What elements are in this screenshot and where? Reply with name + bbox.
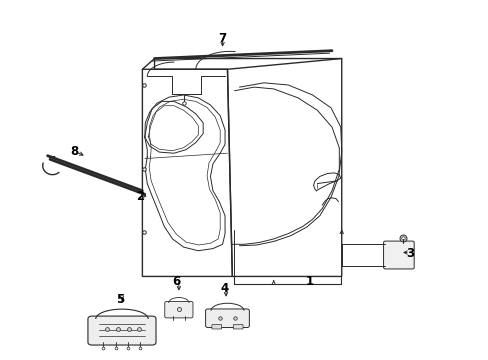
Text: 8: 8 <box>70 145 78 158</box>
Text: 4: 4 <box>221 283 229 296</box>
FancyBboxPatch shape <box>211 325 221 329</box>
Text: 1: 1 <box>305 275 314 288</box>
FancyBboxPatch shape <box>383 241 413 269</box>
FancyBboxPatch shape <box>164 301 193 318</box>
Text: 2: 2 <box>136 190 144 203</box>
FancyBboxPatch shape <box>205 309 249 328</box>
Text: 7: 7 <box>218 32 226 45</box>
Text: 3: 3 <box>405 247 413 260</box>
FancyBboxPatch shape <box>88 316 156 345</box>
Text: 5: 5 <box>116 293 124 306</box>
FancyBboxPatch shape <box>233 325 243 329</box>
Text: 6: 6 <box>172 275 180 288</box>
